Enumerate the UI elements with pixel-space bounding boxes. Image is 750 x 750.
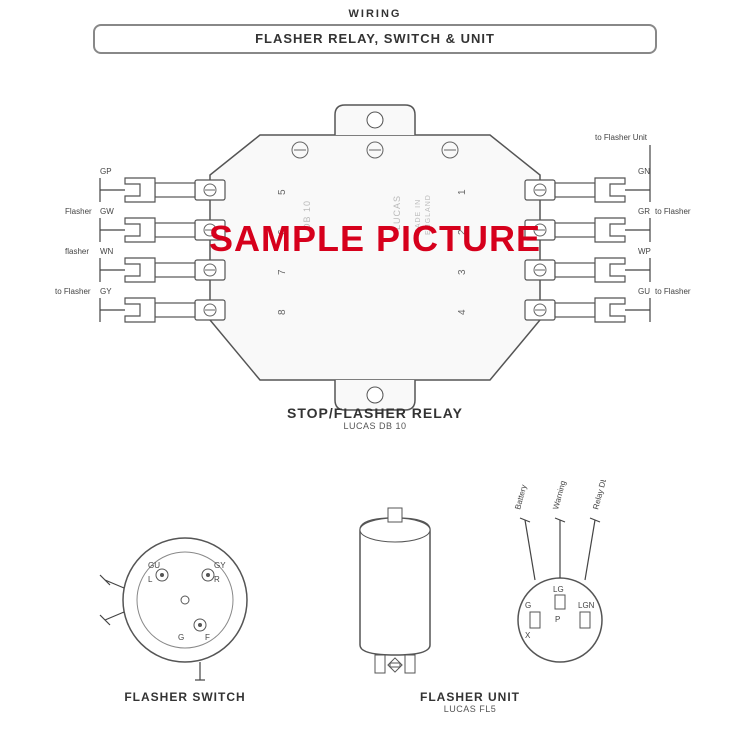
relay-diagram: LUCAS MADE IN ENGLAND DB 10 GP 5 (0, 80, 750, 420)
relay-caption: STOP/FLASHER RELAY LUCAS DB 10 (0, 405, 750, 431)
relay-caption-sub: LUCAS DB 10 (0, 421, 750, 431)
svg-text:flasher: flasher (65, 247, 89, 256)
svg-text:1: 1 (457, 189, 468, 195)
svg-text:R: R (214, 575, 220, 584)
flasher-switch: GU L GY R G F (100, 538, 247, 680)
svg-text:6: 6 (277, 229, 288, 235)
header-title: FLASHER RELAY, SWITCH & UNIT (255, 31, 495, 46)
relay-body: LUCAS MADE IN ENGLAND DB 10 (210, 105, 540, 410)
svg-text:4: 4 (457, 309, 468, 315)
brand-text-1: LUCAS (392, 195, 402, 230)
svg-text:Battery: Battery (513, 484, 528, 511)
brand-text-3: ENGLAND (425, 194, 432, 235)
flasher-unit-end: G X LG P LGN Battery Warning Light Relay… (513, 480, 611, 662)
svg-text:8: 8 (277, 309, 288, 315)
svg-text:F: F (205, 633, 210, 642)
svg-text:to Flasher Unit: to Flasher Unit (595, 133, 648, 142)
switch-caption: FLASHER SWITCH (85, 690, 285, 704)
brand-text-2: MADE IN (415, 199, 422, 235)
svg-text:5: 5 (277, 189, 288, 195)
svg-text:to Flasher: to Flasher (655, 207, 691, 216)
svg-text:3: 3 (457, 269, 468, 275)
header: WIRING FLASHER RELAY, SWITCH & UNIT (0, 0, 750, 54)
svg-text:GR: GR (638, 207, 650, 216)
svg-text:GY: GY (100, 287, 112, 296)
svg-text:Relay DB 10: Relay DB 10 (591, 480, 611, 511)
relay-caption-main: STOP/FLASHER RELAY (0, 405, 750, 421)
svg-text:to Flasher: to Flasher (655, 287, 691, 296)
term-code: GP (100, 167, 112, 176)
svg-text:GY: GY (214, 561, 226, 570)
bottom-diagrams: GU L GY R G F (0, 480, 750, 740)
header-category: WIRING (0, 8, 750, 20)
svg-text:2: 2 (457, 229, 468, 235)
svg-text:GU: GU (148, 561, 160, 570)
svg-text:GW: GW (100, 207, 114, 216)
svg-text:Flasher: Flasher (65, 207, 92, 216)
flasher-unit-side (360, 508, 430, 673)
svg-text:7: 7 (277, 269, 288, 275)
svg-text:WP: WP (638, 247, 651, 256)
svg-text:GN: GN (638, 167, 650, 176)
svg-text:L: L (148, 575, 153, 584)
header-bar: FLASHER RELAY, SWITCH & UNIT (93, 24, 657, 54)
svg-text:Warning Light: Warning Light (551, 480, 573, 511)
svg-text:X: X (525, 631, 531, 640)
svg-text:LG: LG (553, 585, 564, 594)
svg-text:to Flasher: to Flasher (55, 287, 91, 296)
svg-text:LGN: LGN (578, 601, 595, 610)
svg-text:G: G (525, 601, 531, 610)
svg-text:WN: WN (100, 247, 114, 256)
model-text: DB 10 (302, 200, 312, 230)
unit-caption: FLASHER UNIT LUCAS FL5 (370, 690, 570, 714)
svg-text:G: G (178, 633, 184, 642)
svg-text:GU: GU (638, 287, 650, 296)
svg-text:P: P (555, 615, 560, 624)
